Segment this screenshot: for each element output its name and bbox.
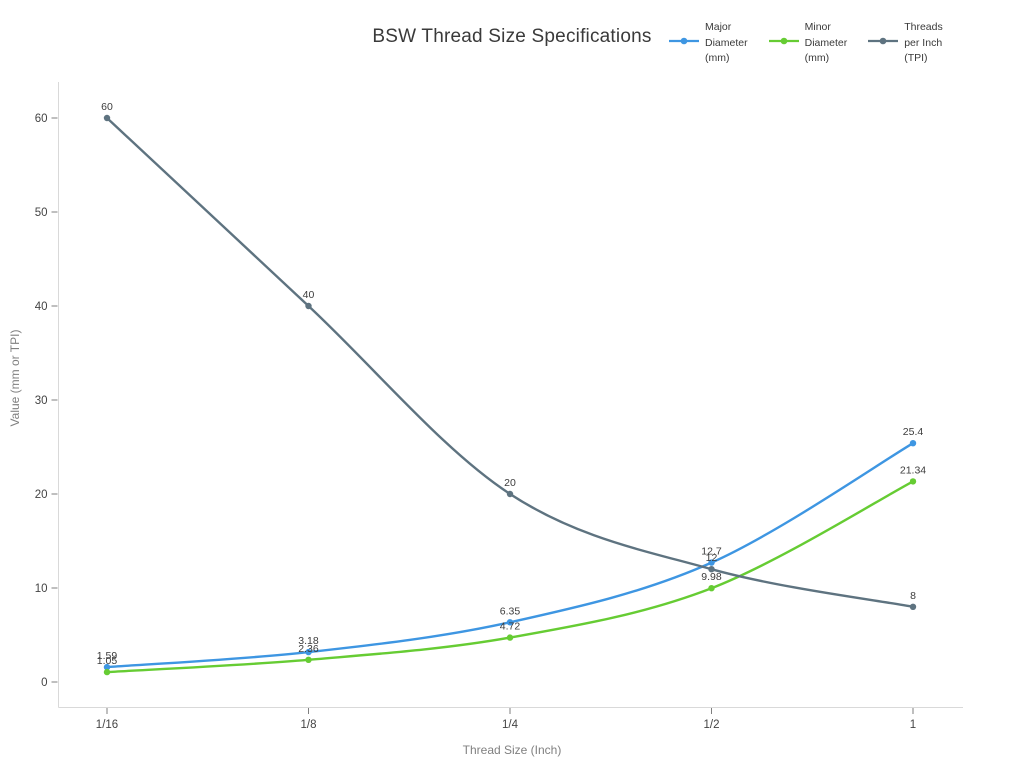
series-line-threads-per-inch-tpi: [105, 116, 915, 608]
legend-label-minor: Minor Diameter (mm): [804, 21, 848, 64]
data-point-threads-per-inch-tpi: [506, 490, 514, 498]
point-label-major-diameter-mm: 6.35: [500, 605, 521, 617]
data-point-major-diameter-mm: [708, 559, 715, 566]
data-point-minor-diameter-mm: [708, 585, 715, 592]
legend-item-minor-diameter[interactable]: Minor Diameter (mm): [768, 18, 848, 67]
point-label-minor-diameter-mm: 4.72: [500, 621, 521, 633]
x-tick-label: 1: [910, 719, 916, 731]
legend-label-tpi: Threads per Inch (TPI): [904, 21, 943, 64]
point-label-minor-diameter-mm: 2.36: [298, 643, 319, 655]
point-label-minor-diameter-mm: 21.34: [900, 464, 926, 476]
y-tick-label: 40: [35, 301, 48, 313]
data-point-threads-per-inch-tpi: [708, 566, 715, 573]
legend-item-major-diameter[interactable]: Major Diameter (mm): [668, 18, 748, 67]
y-tick-label: 50: [35, 207, 48, 219]
legend-line-sample-tpi: [868, 37, 899, 45]
point-label-major-diameter-mm: 1.59: [97, 650, 118, 662]
point-label-threads-per-inch-tpi: 12: [706, 552, 718, 564]
legend-line-sample-minor: [768, 37, 799, 45]
x-tick-label: 1/4: [502, 719, 519, 731]
data-point-major-diameter-mm: [506, 619, 514, 626]
data-point-minor-diameter-mm: [305, 656, 312, 663]
data-point-threads-per-inch-tpi: [305, 302, 312, 310]
series-line-minor-diameter-mm: [105, 480, 915, 674]
point-label-threads-per-inch-tpi: 8: [910, 590, 916, 602]
x-tick-label: 1/16: [96, 719, 118, 731]
data-point-threads-per-inch-tpi: [103, 114, 111, 122]
point-label-minor-diameter-mm: 1.05: [97, 655, 118, 667]
data-point-major-diameter-mm: [103, 663, 111, 671]
y-tick-label: 60: [35, 113, 48, 125]
data-point-major-diameter-mm: [305, 648, 312, 656]
data-point-minor-diameter-mm: [909, 478, 917, 485]
y-tick-label: 0: [41, 677, 47, 689]
point-label-threads-per-inch-tpi: 20: [504, 477, 516, 489]
legend-item-threads-per-inch[interactable]: Threads per Inch (TPI): [867, 18, 943, 67]
y-tick-label: 10: [35, 583, 48, 595]
y-tick-label: 30: [35, 395, 48, 407]
x-tick-label: 1/8: [301, 719, 317, 731]
data-point-minor-diameter-mm: [103, 668, 111, 676]
x-tick-label: 1/2: [704, 719, 720, 731]
data-point-threads-per-inch-tpi: [909, 603, 917, 610]
x-axis-title: Thread Size (Inch): [462, 743, 562, 757]
point-label-minor-diameter-mm: 9.98: [701, 571, 722, 583]
point-label-threads-per-inch-tpi: 40: [303, 289, 315, 301]
data-point-minor-diameter-mm: [506, 634, 514, 641]
y-axis-title: Value (mm or TPI): [8, 329, 22, 427]
chart-title: BSW Thread Size Specifications: [372, 26, 652, 47]
legend-line-sample-major: [669, 37, 699, 45]
point-label-major-diameter-mm: 12.7: [701, 546, 722, 558]
legend-label-major: Major Diameter (mm): [705, 21, 748, 64]
point-label-threads-per-inch-tpi: 60: [101, 101, 113, 113]
y-tick-label: 20: [35, 489, 48, 501]
point-label-major-diameter-mm: 3.18: [298, 635, 319, 647]
legend: Major Diameter (mm) Minor Diameter (mm): [668, 18, 943, 67]
data-point-major-diameter-mm: [909, 440, 917, 447]
point-label-major-diameter-mm: 25.4: [903, 426, 924, 438]
